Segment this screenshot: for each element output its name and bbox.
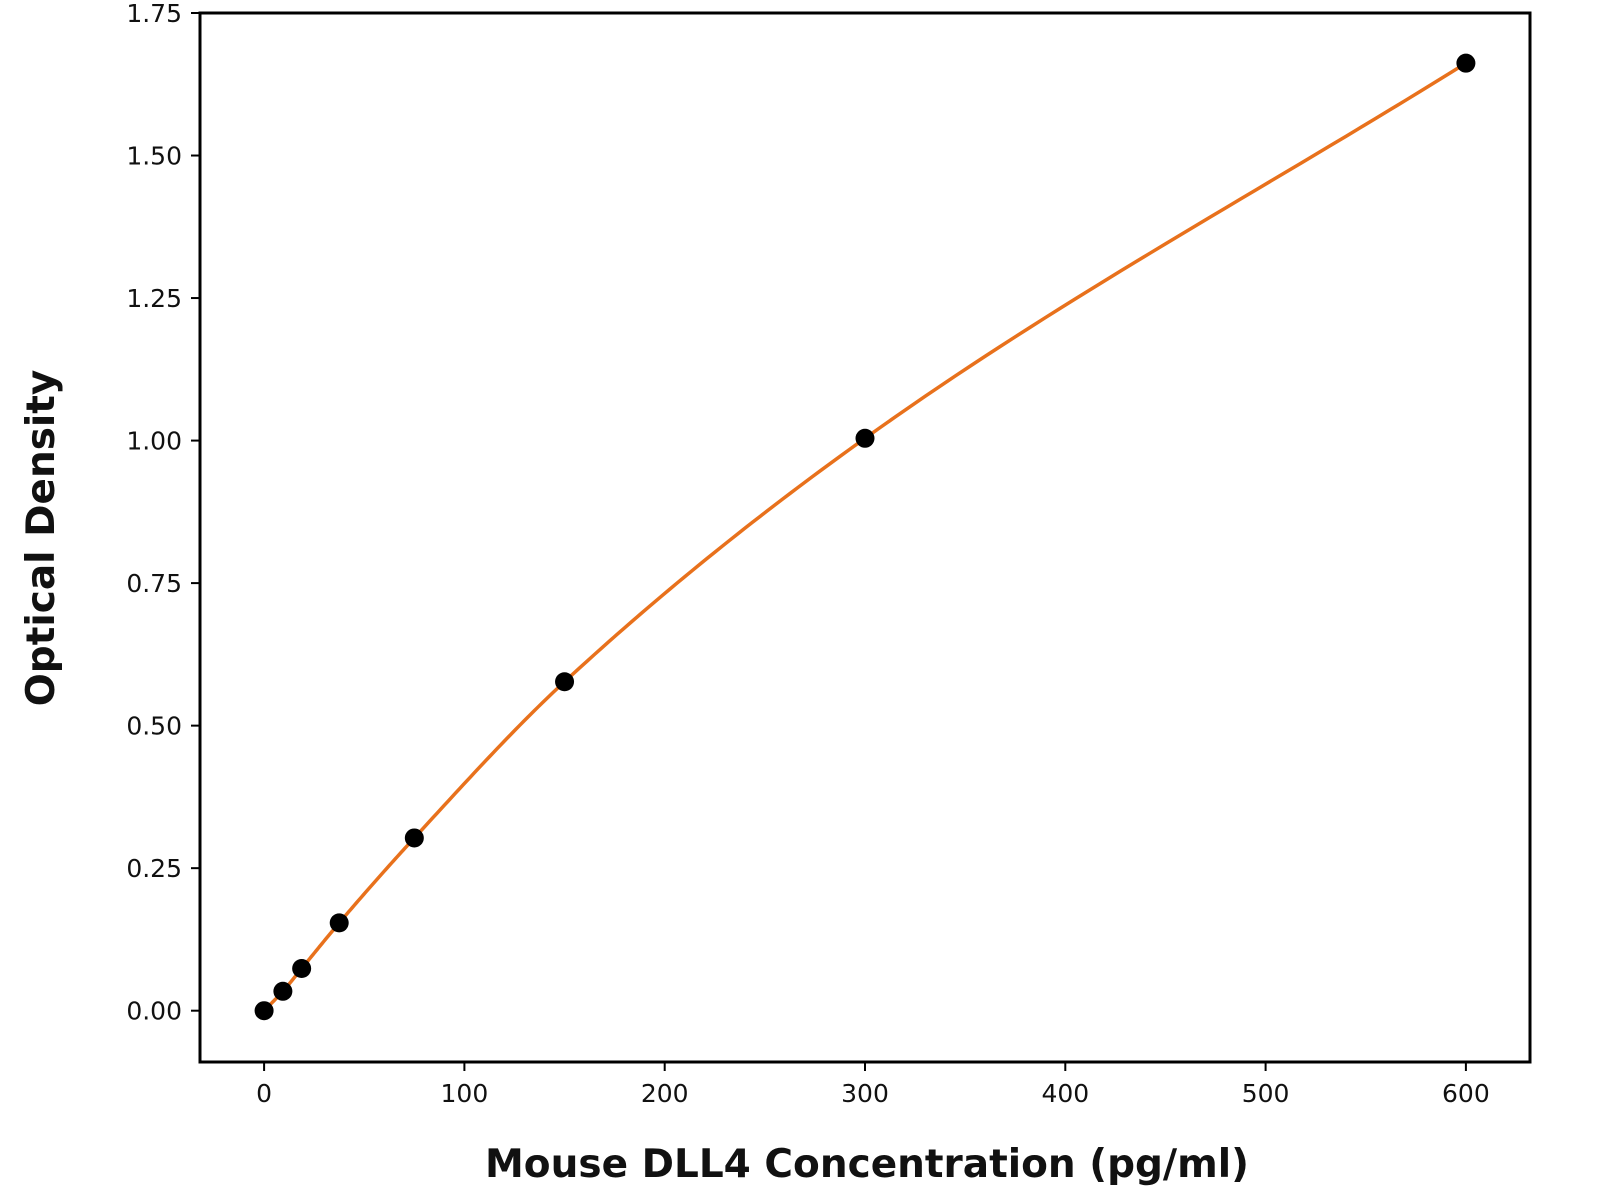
y-tick-label: 0.25 <box>126 854 182 883</box>
plot-frame <box>198 11 1532 1064</box>
y-tick-label: 0.00 <box>126 997 182 1026</box>
x-tick-label: 100 <box>441 1079 489 1108</box>
x-tick-label: 300 <box>841 1079 889 1108</box>
y-tick-label: 1.50 <box>126 142 182 171</box>
y-tick-label: 1.00 <box>126 427 182 456</box>
y-tick-label: 1.75 <box>126 0 182 28</box>
x-tick-label: 0 <box>256 1079 272 1108</box>
y-tick-label: 0.50 <box>126 712 182 741</box>
data-point <box>404 828 424 848</box>
y-tick-label: 1.25 <box>126 284 182 313</box>
y-axis-title: Optical Density <box>19 370 64 707</box>
data-point <box>273 981 293 1001</box>
x-tick-label: 500 <box>1242 1079 1290 1108</box>
x-tick-label: 200 <box>641 1079 689 1108</box>
x-tick-label: 400 <box>1041 1079 1089 1108</box>
y-axis-ticks: 0.00 0.25 0.50 0.75 1.00 1.25 1.50 1.75 <box>126 0 200 1026</box>
data-point <box>292 959 312 979</box>
x-tick-label: 600 <box>1442 1079 1490 1108</box>
data-point <box>254 1001 274 1021</box>
data-point <box>329 913 349 933</box>
plot-content <box>254 53 1476 1021</box>
data-point <box>855 428 875 448</box>
x-axis-title: Mouse DLL4 Concentration (pg/ml) <box>485 1142 1249 1187</box>
y-tick-label: 0.75 <box>126 569 182 598</box>
data-point <box>555 672 575 692</box>
data-point <box>1456 53 1476 73</box>
